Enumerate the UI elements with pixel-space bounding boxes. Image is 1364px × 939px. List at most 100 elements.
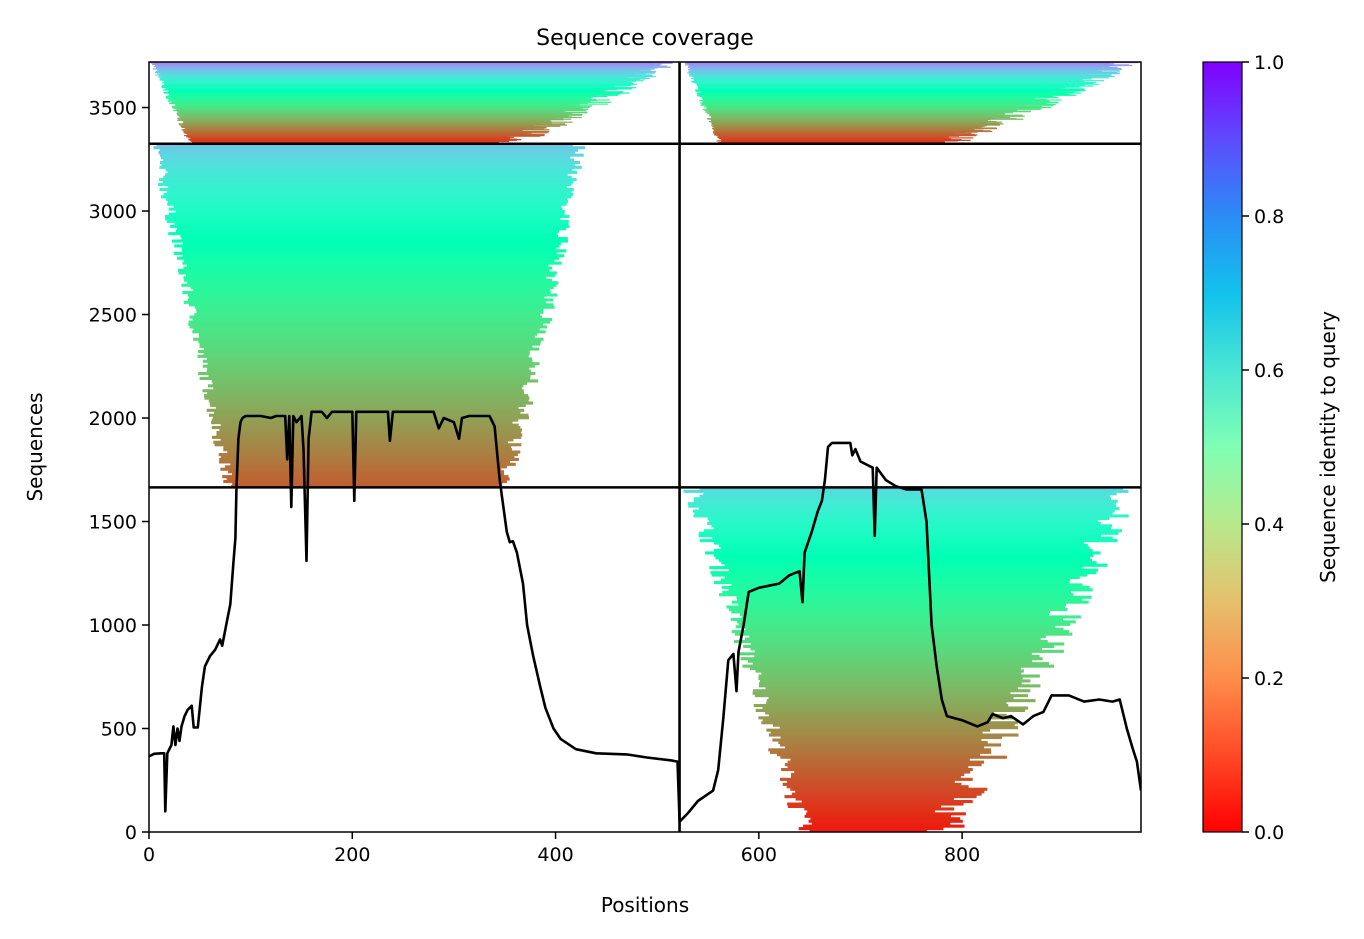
heatmap-row [156, 143, 573, 147]
heatmap-row [803, 824, 965, 828]
heatmap-row [711, 524, 1112, 528]
heatmap-row [750, 647, 1042, 651]
heatmap-row [174, 244, 560, 248]
heatmap-row [720, 578, 1071, 582]
heatmap-row [167, 190, 572, 194]
heatmap-row [176, 227, 567, 231]
heatmap-row [694, 512, 1113, 516]
heatmap-row [182, 261, 562, 265]
heatmap-row [718, 558, 1092, 562]
heatmap-row [791, 792, 982, 796]
colorbar [1202, 61, 1243, 833]
heatmap-row [784, 763, 982, 767]
heatmap-row [189, 315, 543, 319]
heatmap-row [704, 551, 1101, 555]
x-tick-label: 200 [334, 844, 370, 866]
heatmap-row [768, 748, 991, 752]
heatmap-row [183, 259, 555, 263]
heatmap-row [223, 480, 507, 484]
heatmap-row [811, 822, 951, 826]
heatmap-row [207, 362, 540, 366]
heatmap-row [223, 445, 512, 449]
heatmap-row [687, 502, 1116, 506]
heatmap-row [208, 399, 529, 403]
heatmap-row [204, 396, 530, 400]
heatmap-row [779, 777, 973, 781]
heatmap-row [718, 136, 949, 138]
heatmap-row [738, 603, 1067, 607]
heatmap-row [731, 583, 1083, 587]
heatmap-row [696, 94, 1077, 96]
heatmap-row [199, 376, 531, 380]
heatmap-row [768, 696, 1014, 700]
heatmap-row [703, 492, 1117, 496]
heatmap-row [197, 354, 529, 358]
heatmap-row [752, 662, 1049, 666]
heatmap-row [719, 593, 1074, 597]
heatmap-row [189, 325, 548, 329]
heatmap-row [220, 423, 519, 427]
heatmap-row [220, 467, 502, 471]
heatmap-row [180, 119, 564, 121]
heatmap-row [160, 160, 580, 164]
heatmap-row [742, 615, 1081, 619]
heatmap-row [202, 364, 535, 368]
colorbar-tick-label: 1.0 [1254, 52, 1284, 74]
heatmap-row [810, 817, 961, 821]
heatmap-row [798, 827, 944, 831]
heatmap-row [745, 627, 1064, 631]
heatmap-row [736, 595, 1092, 599]
heatmap-row [198, 372, 536, 376]
y-tick-label: 3500 [89, 98, 137, 120]
heatmap-row [758, 676, 1023, 680]
heatmap-row [214, 443, 522, 447]
heatmap-row [232, 472, 504, 476]
heatmap-row [158, 151, 576, 155]
heatmap-row [702, 108, 1041, 110]
heatmap-row [194, 305, 555, 309]
heatmap-row [722, 590, 1071, 594]
heatmap-row [725, 576, 1080, 580]
heatmap-row [768, 733, 1019, 737]
heatmap-row [731, 610, 1050, 614]
heatmap-row [714, 541, 1084, 545]
heatmap-row [230, 462, 516, 466]
heatmap-row [780, 736, 1003, 740]
heatmap-row [163, 158, 574, 162]
heatmap-row [693, 514, 1129, 518]
heatmap-row [709, 112, 1014, 114]
x-axis: 0 200 400 600 800 [143, 832, 980, 866]
heatmap-row [211, 421, 513, 425]
heatmap-row [219, 460, 511, 464]
heatmap-row [707, 521, 1101, 525]
x-tick-label: 400 [537, 844, 573, 866]
heatmap-row [804, 814, 951, 818]
heatmap-row [175, 229, 560, 233]
heatmap-row [753, 704, 1009, 708]
heatmap-row [713, 526, 1112, 530]
heatmap-row [693, 497, 1111, 501]
heatmap-row [228, 470, 504, 474]
heatmap-row [758, 684, 1041, 688]
heatmap-row [693, 77, 1109, 79]
heatmap-row [758, 716, 1014, 720]
heatmap-row [804, 807, 955, 811]
heatmap-row [699, 539, 1118, 543]
heatmap-row [202, 389, 524, 393]
heatmap-row [199, 345, 533, 349]
heatmap-row [178, 271, 557, 275]
heatmap-row [159, 70, 641, 72]
heatmap-row [698, 507, 1120, 511]
heatmap-row [168, 207, 563, 211]
heatmap-row [181, 237, 568, 241]
heatmap-row [206, 408, 525, 412]
colorbar-tick-label: 0.0 [1254, 822, 1284, 844]
heatmap-row [182, 241, 561, 245]
heatmap-row [190, 286, 554, 290]
heatmap-row [776, 753, 981, 757]
heatmap-row [729, 608, 1068, 612]
heatmap-row [749, 635, 1046, 639]
heatmap-row [159, 73, 636, 75]
heatmap-row [787, 802, 964, 806]
heatmap-row [211, 426, 521, 430]
